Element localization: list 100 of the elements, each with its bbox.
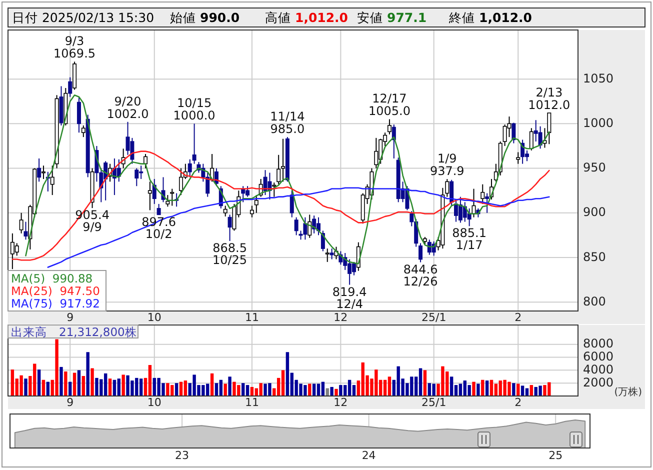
candlestick xyxy=(37,158,42,182)
x-tick-label: 12 xyxy=(334,396,348,409)
bar xyxy=(476,384,480,396)
candlestick xyxy=(148,181,152,211)
annotation: 9/3 1069.5 xyxy=(54,34,96,61)
candlestick xyxy=(24,221,28,240)
candlestick xyxy=(538,126,542,150)
candlestick xyxy=(516,152,520,164)
candlestick xyxy=(454,198,458,222)
text: 安値 977.1 xyxy=(357,10,427,25)
text: 高値 1,012.0 xyxy=(265,10,348,25)
candlestick xyxy=(294,216,298,236)
bar xyxy=(308,384,312,396)
candlestick xyxy=(325,248,330,262)
candlestick xyxy=(512,122,516,144)
annotation: 11/14 985.0 xyxy=(270,110,305,136)
bar xyxy=(20,375,23,396)
y-tick-label: 800 xyxy=(583,294,606,308)
candlestick xyxy=(308,214,312,238)
bar xyxy=(10,370,14,396)
candlestick xyxy=(445,178,450,198)
bar xyxy=(494,384,498,396)
candlestick xyxy=(166,194,170,208)
bar xyxy=(485,380,489,396)
candlestick xyxy=(170,188,174,206)
candlestick xyxy=(480,184,485,204)
bar xyxy=(330,386,334,396)
bar xyxy=(228,376,232,396)
candlestick xyxy=(276,154,281,185)
candlestick xyxy=(418,242,423,263)
bar xyxy=(82,376,86,396)
bar xyxy=(286,352,290,396)
series-label: MA(5) 990.88 xyxy=(11,272,93,286)
bar xyxy=(520,386,524,396)
bar xyxy=(77,370,81,396)
x-tick-label: 25 xyxy=(548,449,563,462)
candlestick xyxy=(228,214,232,242)
annotation: 844.6 12/26 xyxy=(403,262,438,288)
x-tick-label: 23 xyxy=(175,449,190,462)
y-tick-label: 950 xyxy=(583,160,606,175)
x-tick-label: 2 xyxy=(514,311,522,324)
candlestick xyxy=(19,212,24,234)
bar xyxy=(139,378,143,396)
candlestick xyxy=(303,216,308,240)
candlestick xyxy=(547,112,552,145)
bar xyxy=(210,373,214,396)
x-tick-label: 10 xyxy=(147,396,162,409)
x-tick-label: 25/1 xyxy=(421,311,446,324)
bar xyxy=(148,365,152,396)
candlestick xyxy=(134,168,139,187)
candlestick xyxy=(50,165,54,196)
candlestick xyxy=(192,123,196,164)
candlestick xyxy=(81,124,86,138)
annotation: 819.4 12/4 xyxy=(332,284,367,311)
y-tick-label: 900 xyxy=(583,205,606,220)
x-tick-label: 9 xyxy=(66,311,74,324)
candlestick xyxy=(387,118,392,135)
bar xyxy=(219,380,223,396)
bar xyxy=(423,370,427,396)
bar xyxy=(214,383,218,396)
y-tick-label: 4000 xyxy=(583,362,614,376)
annotation: 885.1 1/17 xyxy=(452,226,487,252)
bar xyxy=(458,384,462,396)
bar xyxy=(241,383,245,396)
x-tick-label: 9 xyxy=(66,396,74,409)
bar xyxy=(112,380,116,396)
bar xyxy=(516,384,520,396)
x-tick-label: 11 xyxy=(244,396,259,409)
x-tick-label: 12 xyxy=(334,311,348,324)
chart-title: 日付 2025/02/13 15:30 xyxy=(12,10,154,25)
y-tick-label: 6000 xyxy=(583,350,614,364)
bar xyxy=(90,368,94,396)
bar xyxy=(432,384,436,396)
bar xyxy=(24,378,28,396)
bar xyxy=(224,384,227,396)
y-tick-label: 1050 xyxy=(583,71,614,86)
bar xyxy=(481,380,484,396)
text: MA(25) 947.50 xyxy=(11,284,100,298)
candlestick xyxy=(68,76,72,98)
annotation: 12/17 1005.0 xyxy=(368,92,410,118)
y-tick-label: 1000 xyxy=(583,116,614,130)
candlestick xyxy=(188,158,192,178)
candlestick xyxy=(330,248,334,260)
bar xyxy=(538,386,542,396)
bar xyxy=(117,378,120,396)
bar xyxy=(348,380,352,396)
bar xyxy=(418,368,422,396)
annotation: 1/9 937.9 xyxy=(430,152,464,178)
candlestick xyxy=(290,190,294,218)
bar xyxy=(37,370,41,396)
bar xyxy=(490,380,494,396)
candlestick xyxy=(14,242,19,256)
chart-title: 出来高 21,312,800株 xyxy=(11,325,137,339)
bar xyxy=(259,383,262,396)
candlestick xyxy=(312,215,316,234)
bar xyxy=(512,383,516,396)
candlestick xyxy=(250,205,254,218)
candlestick xyxy=(485,192,490,214)
bar xyxy=(104,373,108,396)
x-tick-label: 10 xyxy=(147,311,162,324)
